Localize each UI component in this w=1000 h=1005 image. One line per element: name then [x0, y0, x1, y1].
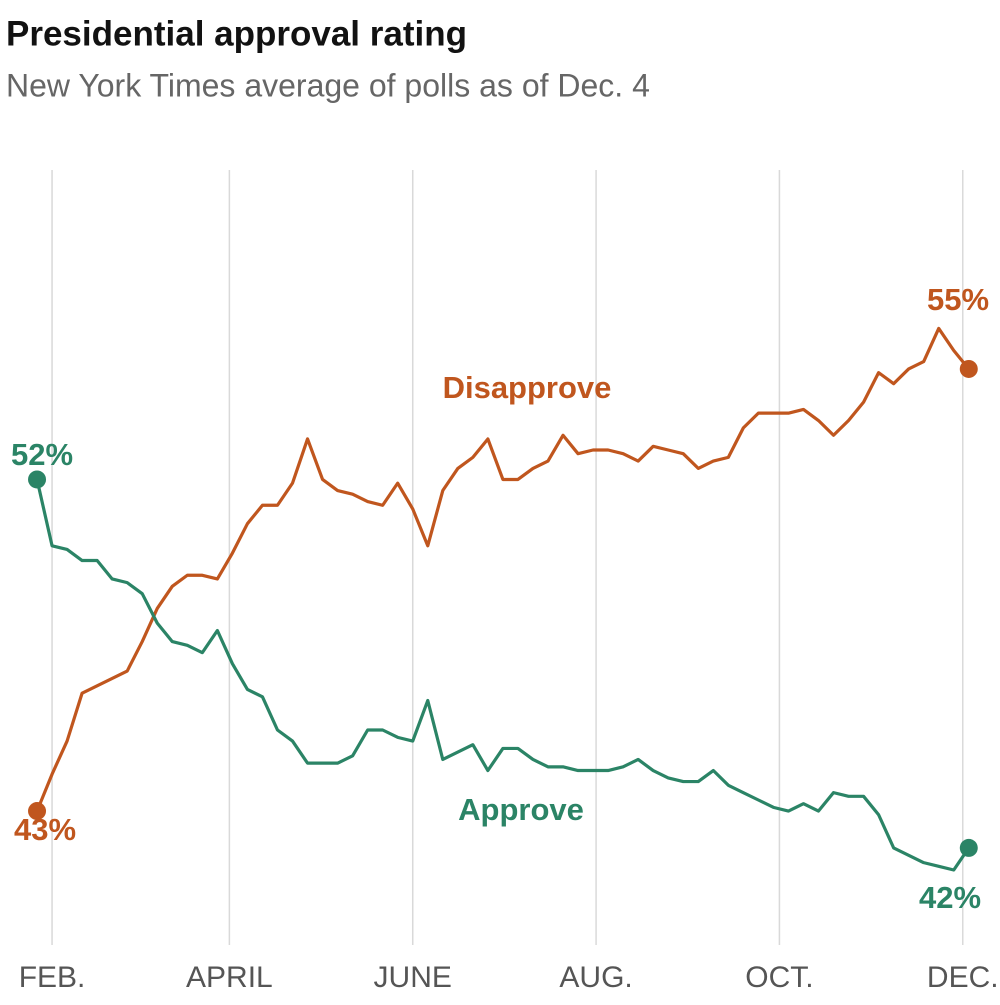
x-tick-label: DEC.	[927, 961, 999, 994]
value-label: 52%	[11, 437, 73, 472]
value-label: 42%	[919, 880, 981, 915]
series-line	[35, 326, 971, 813]
x-tick-label: APRIL	[186, 961, 273, 994]
x-tick-label: AUG.	[559, 961, 632, 994]
value-label: 43%	[14, 812, 76, 847]
x-tick-label: OCT.	[745, 961, 813, 994]
end-dot	[28, 802, 47, 821]
chart-title: Presidential approval rating	[6, 14, 467, 53]
end-dot	[28, 470, 47, 489]
x-tick-label: FEB.	[19, 961, 86, 994]
series-line	[35, 477, 971, 872]
x-tick-label: JUNE	[374, 961, 452, 994]
end-dot	[959, 359, 978, 378]
end-dot	[959, 838, 978, 857]
series-label: Approve	[458, 792, 584, 827]
chart-subtitle: New York Times average of polls as of De…	[6, 67, 650, 103]
series-label: Disapprove	[443, 370, 612, 405]
value-label: 55%	[927, 282, 989, 317]
